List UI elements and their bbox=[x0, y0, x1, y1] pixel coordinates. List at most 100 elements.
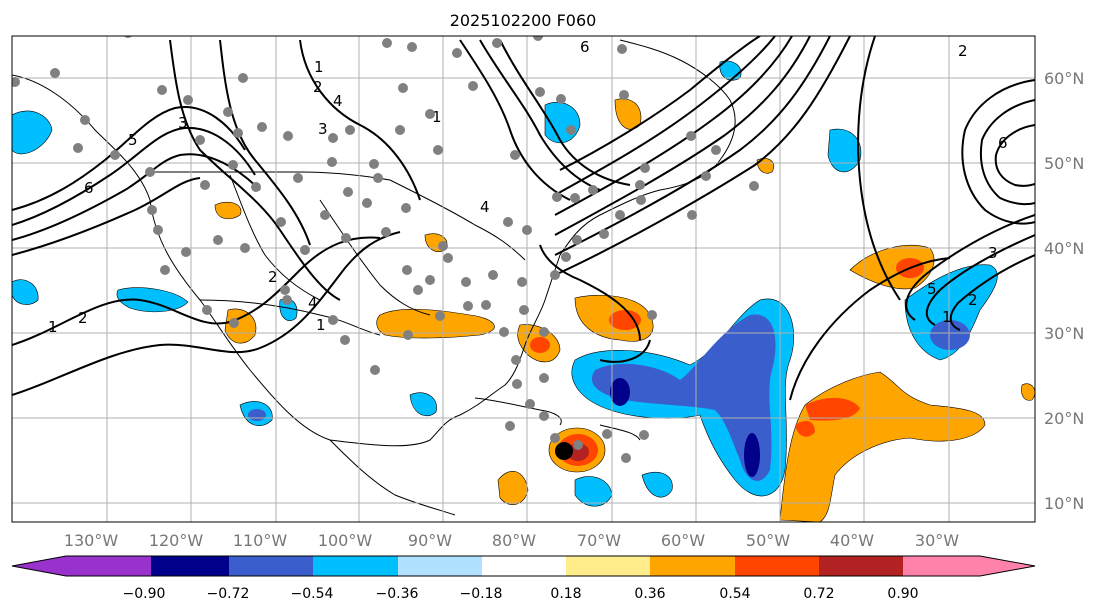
station-dot bbox=[340, 335, 350, 345]
station-dot bbox=[452, 48, 462, 58]
colorbar-tick-label: 0.36 bbox=[634, 586, 665, 602]
colorbar-extend-low bbox=[12, 556, 66, 576]
contour-label: 2 bbox=[268, 268, 278, 286]
station-dot bbox=[552, 192, 562, 202]
colorbar-bin bbox=[229, 556, 313, 576]
contour-label: 1 bbox=[48, 318, 58, 336]
contour-label: 2 bbox=[78, 309, 88, 327]
colorbar-bin bbox=[482, 556, 566, 576]
station-dot bbox=[381, 227, 391, 237]
lon-tick-label: 90°W bbox=[408, 531, 452, 550]
station-dot bbox=[240, 243, 250, 253]
contour-label: 2 bbox=[958, 42, 968, 60]
colorbar-tick-label: −0.90 bbox=[123, 586, 166, 602]
max-negative-anomaly-core bbox=[744, 433, 760, 477]
map-border bbox=[11, 35, 1036, 523]
station-dot bbox=[621, 453, 631, 463]
contour-label-group: 1 2 3 6 1 2 3 4 5 6 1 2 4 1 4 1 2 3 5 6 bbox=[48, 38, 1008, 336]
station-dot bbox=[550, 270, 560, 280]
negative-anomaly-region bbox=[12, 279, 39, 305]
contour-label: 2 bbox=[968, 291, 978, 309]
station-dot bbox=[50, 68, 60, 78]
station-dot bbox=[425, 275, 435, 285]
lon-tick-label: 50°W bbox=[746, 531, 790, 550]
colorbar-bin bbox=[735, 556, 819, 576]
station-dot bbox=[615, 210, 625, 220]
station-dot bbox=[228, 160, 238, 170]
station-dot bbox=[147, 205, 157, 215]
colorbar: −0.90 −0.72 −0.54 −0.36 −0.18 0.18 0.36 … bbox=[11, 555, 1036, 602]
station-dot bbox=[749, 181, 759, 191]
station-dot bbox=[539, 373, 549, 383]
station-dot bbox=[293, 173, 303, 183]
colorbar-bin bbox=[566, 556, 650, 576]
station-dot bbox=[110, 150, 120, 160]
station-dot bbox=[282, 295, 292, 305]
station-dot bbox=[395, 125, 405, 135]
station-dot bbox=[539, 327, 549, 337]
station-dot bbox=[202, 305, 212, 315]
colorbar-tick-label: 0.90 bbox=[887, 586, 918, 602]
lat-tick-label: 10°N bbox=[1044, 494, 1084, 513]
station-dot bbox=[517, 277, 527, 287]
contour-label: 4 bbox=[480, 198, 490, 216]
strong-positive-anomaly-region bbox=[805, 397, 860, 421]
lon-tick-label: 40°W bbox=[830, 531, 874, 550]
lon-tick-label: 120°W bbox=[149, 531, 204, 550]
lon-tick-label: 100°W bbox=[318, 531, 373, 550]
station-dot bbox=[640, 163, 650, 173]
station-dot bbox=[425, 109, 435, 119]
station-dot bbox=[407, 42, 417, 52]
contour-label: 6 bbox=[84, 179, 94, 197]
lon-tick-label: 110°W bbox=[233, 531, 288, 550]
station-dot bbox=[461, 277, 471, 287]
contour-label: 6 bbox=[998, 134, 1008, 152]
colorbar-tick-label: 0.72 bbox=[803, 586, 834, 602]
station-dot bbox=[320, 210, 330, 220]
station-dot bbox=[617, 44, 627, 54]
station-dot bbox=[572, 235, 582, 245]
station-dot bbox=[233, 128, 243, 138]
negative-anomaly-region bbox=[409, 392, 437, 416]
station-dot bbox=[639, 430, 649, 440]
station-dot bbox=[687, 210, 697, 220]
colorbar-tick-label: −0.36 bbox=[376, 586, 419, 602]
colorbar-tick-label: 0.54 bbox=[719, 586, 750, 602]
station-dot bbox=[328, 133, 338, 143]
station-dot bbox=[327, 157, 337, 167]
station-dot bbox=[181, 247, 191, 257]
station-dot bbox=[492, 38, 502, 48]
station-dot bbox=[401, 203, 411, 213]
station-dot bbox=[328, 315, 338, 325]
station-dot bbox=[183, 95, 193, 105]
coastlines bbox=[12, 39, 736, 516]
station-dot bbox=[539, 411, 549, 421]
station-dot bbox=[200, 180, 210, 190]
station-dot bbox=[519, 305, 529, 315]
station-dot bbox=[711, 145, 721, 155]
map-title: 2025102200 F060 bbox=[450, 11, 597, 30]
station-dot bbox=[556, 94, 566, 104]
station-dot bbox=[510, 150, 520, 160]
colorbar-bin bbox=[903, 556, 980, 576]
station-dot bbox=[229, 318, 239, 328]
station-dot bbox=[468, 81, 478, 91]
strong-positive-anomaly-region bbox=[609, 310, 641, 330]
station-dot bbox=[238, 73, 248, 83]
colorbar-tick-label: −0.54 bbox=[291, 586, 334, 602]
station-dot bbox=[362, 198, 372, 208]
strong-positive-anomaly-region bbox=[530, 337, 550, 353]
latitude-axis: 60°N 50°N 40°N 30°N 20°N 10°N bbox=[1044, 69, 1084, 513]
colorbar-bin bbox=[650, 556, 735, 576]
station-dot bbox=[341, 233, 351, 243]
station-dot bbox=[251, 182, 261, 192]
positive-anomaly-region bbox=[214, 201, 242, 220]
station-dot bbox=[223, 107, 233, 117]
lon-tick-label: 130°W bbox=[64, 531, 119, 550]
lat-tick-label: 20°N bbox=[1044, 409, 1084, 428]
station-dot bbox=[413, 285, 423, 295]
negative-anomaly-region bbox=[116, 287, 189, 313]
station-dot bbox=[213, 235, 223, 245]
contour-label: 1 bbox=[942, 308, 952, 326]
